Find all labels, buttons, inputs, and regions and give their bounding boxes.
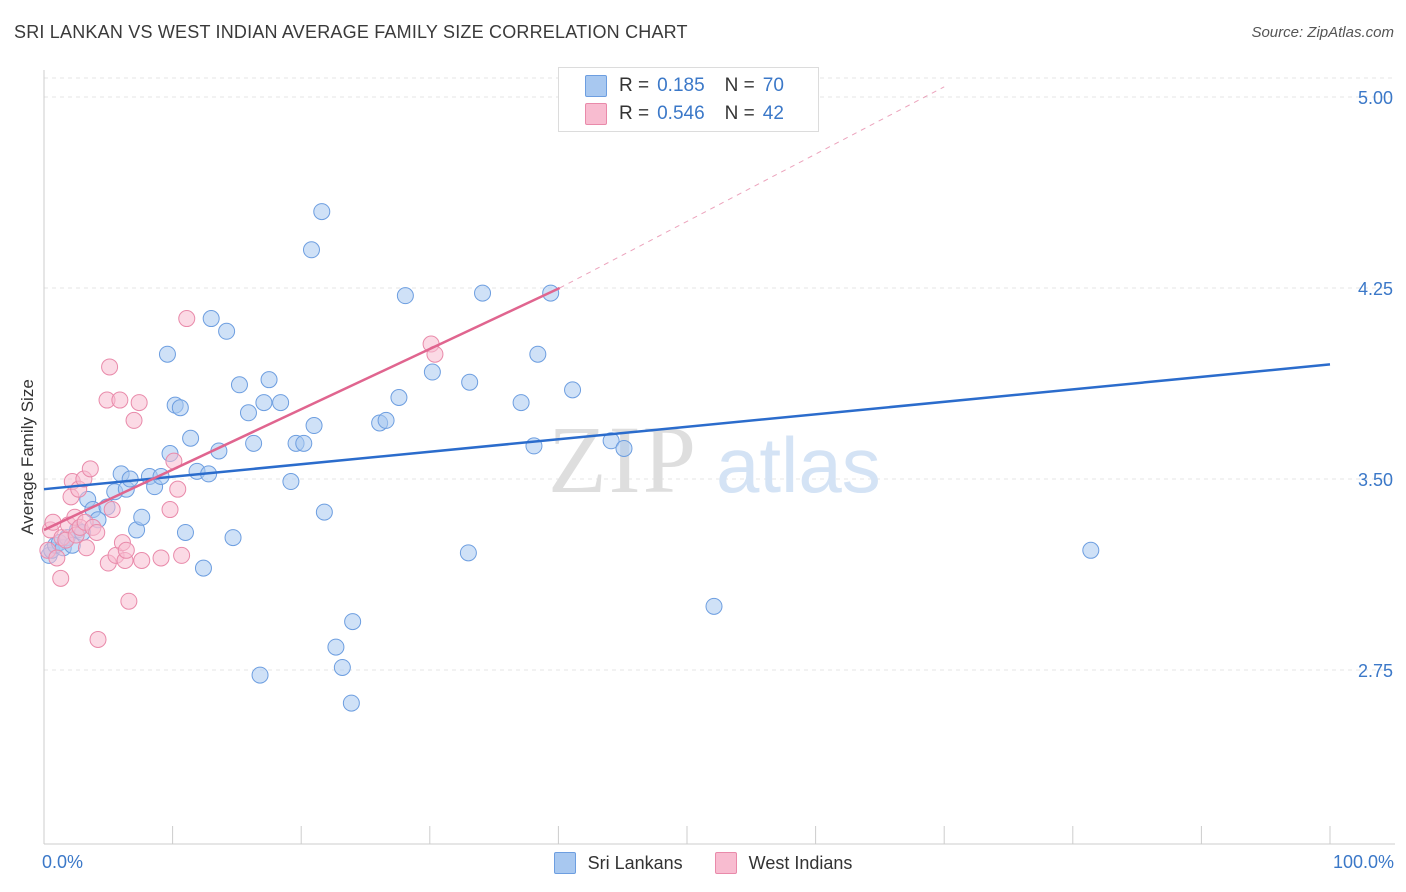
- point-sri-lankans: [239, 404, 257, 422]
- trendline-sri-lankans: [43, 363, 1331, 491]
- point-west-indians: [169, 480, 187, 498]
- point-sri-lankans: [171, 399, 189, 417]
- legend-n-label: N =: [724, 75, 755, 96]
- y-tick-label: 5.00: [1358, 88, 1393, 108]
- series-label-west-indians: West Indians: [748, 852, 853, 873]
- point-west-indians: [103, 501, 121, 519]
- x-tick-label-min: 0.0%: [42, 852, 84, 872]
- point-west-indians: [125, 411, 143, 429]
- y-axis-label: Average Family Size: [18, 379, 37, 535]
- point-sri-lankans: [260, 371, 278, 389]
- legend-r-value-sri-lankans: 0.185: [657, 75, 705, 96]
- point-west-indians: [130, 394, 148, 412]
- point-west-indians: [178, 310, 196, 328]
- point-sri-lankans: [377, 411, 395, 429]
- point-sri-lankans: [705, 597, 723, 615]
- point-sri-lankans: [224, 529, 242, 547]
- legend-row-sri-lankans: R = 0.185 N = 70: [585, 73, 784, 99]
- series-legend-west-indians[interactable]: West Indians: [714, 852, 853, 874]
- point-sri-lankans: [313, 203, 331, 221]
- point-sri-lankans: [251, 666, 269, 684]
- point-sri-lankans: [255, 394, 273, 412]
- point-west-indians: [133, 551, 151, 569]
- legend-r-label: R =: [619, 103, 650, 124]
- point-west-indians: [89, 630, 107, 648]
- point-west-indians: [111, 391, 129, 409]
- point-sri-lankans: [305, 417, 323, 435]
- point-west-indians: [101, 358, 119, 376]
- y-tick-label: 4.25: [1358, 279, 1393, 299]
- point-sri-lankans: [302, 241, 320, 259]
- chart-title: SRI LANKAN VS WEST INDIAN AVERAGE FAMILY…: [14, 22, 688, 42]
- legend-swatch-west-indians: [585, 103, 607, 125]
- trendline-west-indians: [43, 286, 561, 532]
- legend-n-value-sri-lankans: 70: [762, 75, 784, 96]
- y-tick-label: 2.75: [1358, 661, 1393, 681]
- point-west-indians: [173, 546, 191, 564]
- correlation-legend: R = 0.185 N = 70 R = 0.546 N = 42: [558, 67, 819, 132]
- series-swatch-west-indians: [714, 852, 737, 874]
- point-sri-lankans: [423, 363, 441, 381]
- trendline-west-indians-extension: [559, 86, 945, 289]
- watermark-zip: ZIP: [548, 406, 698, 513]
- point-sri-lankans: [194, 559, 212, 577]
- series-legend: Sri Lankans West Indians: [0, 852, 1406, 874]
- point-sri-lankans: [282, 473, 300, 491]
- point-sri-lankans: [390, 389, 408, 407]
- series-swatch-sri-lankans: [553, 852, 576, 874]
- legend-r-value-west-indians: 0.546: [657, 103, 705, 124]
- x-tick-label-max: 100.0%: [1332, 852, 1394, 872]
- point-sri-lankans: [344, 613, 362, 631]
- point-sri-lankans: [158, 345, 176, 363]
- point-sri-lankans: [133, 508, 151, 526]
- point-sri-lankans: [176, 523, 194, 541]
- point-sri-lankans: [602, 432, 620, 450]
- point-sri-lankans: [218, 322, 236, 340]
- point-sri-lankans: [315, 503, 333, 521]
- point-sri-lankans: [182, 429, 200, 447]
- legend-n-label: N =: [724, 103, 755, 124]
- point-sri-lankans: [459, 544, 477, 562]
- watermark-atlas: atlas: [716, 421, 881, 509]
- point-sri-lankans: [333, 658, 351, 676]
- point-sri-lankans: [230, 376, 248, 394]
- point-sri-lankans: [1082, 541, 1100, 559]
- point-sri-lankans: [295, 434, 313, 452]
- series-label-sri-lankans: Sri Lankans: [587, 852, 683, 873]
- point-west-indians: [77, 539, 95, 557]
- point-west-indians: [152, 549, 170, 567]
- point-sri-lankans: [474, 284, 492, 302]
- legend-row-west-indians: R = 0.546 N = 42: [585, 101, 784, 127]
- y-tick-label: 3.50: [1358, 470, 1393, 490]
- point-sri-lankans: [272, 394, 290, 412]
- point-sri-lankans: [529, 345, 547, 363]
- point-sri-lankans: [342, 694, 360, 712]
- legend-swatch-sri-lankans: [585, 75, 607, 97]
- point-west-indians: [48, 549, 66, 567]
- point-sri-lankans: [121, 470, 139, 488]
- point-sri-lankans: [615, 439, 633, 457]
- point-west-indians: [117, 541, 135, 559]
- series-legend-sri-lankans[interactable]: Sri Lankans: [553, 852, 683, 874]
- legend-r-label: R =: [619, 75, 650, 96]
- legend-n-value-west-indians: 42: [762, 103, 784, 124]
- source-note: Source: ZipAtlas.com: [1251, 24, 1394, 41]
- point-west-indians: [81, 460, 99, 478]
- point-west-indians: [161, 501, 179, 519]
- point-west-indians: [52, 569, 70, 587]
- point-sri-lankans: [512, 394, 530, 412]
- point-sri-lankans: [396, 287, 414, 305]
- point-sri-lankans: [461, 373, 479, 391]
- point-west-indians: [88, 523, 106, 541]
- point-sri-lankans: [327, 638, 345, 656]
- point-sri-lankans: [245, 434, 263, 452]
- point-west-indians: [120, 592, 138, 610]
- point-sri-lankans: [564, 381, 582, 399]
- point-sri-lankans: [202, 310, 220, 328]
